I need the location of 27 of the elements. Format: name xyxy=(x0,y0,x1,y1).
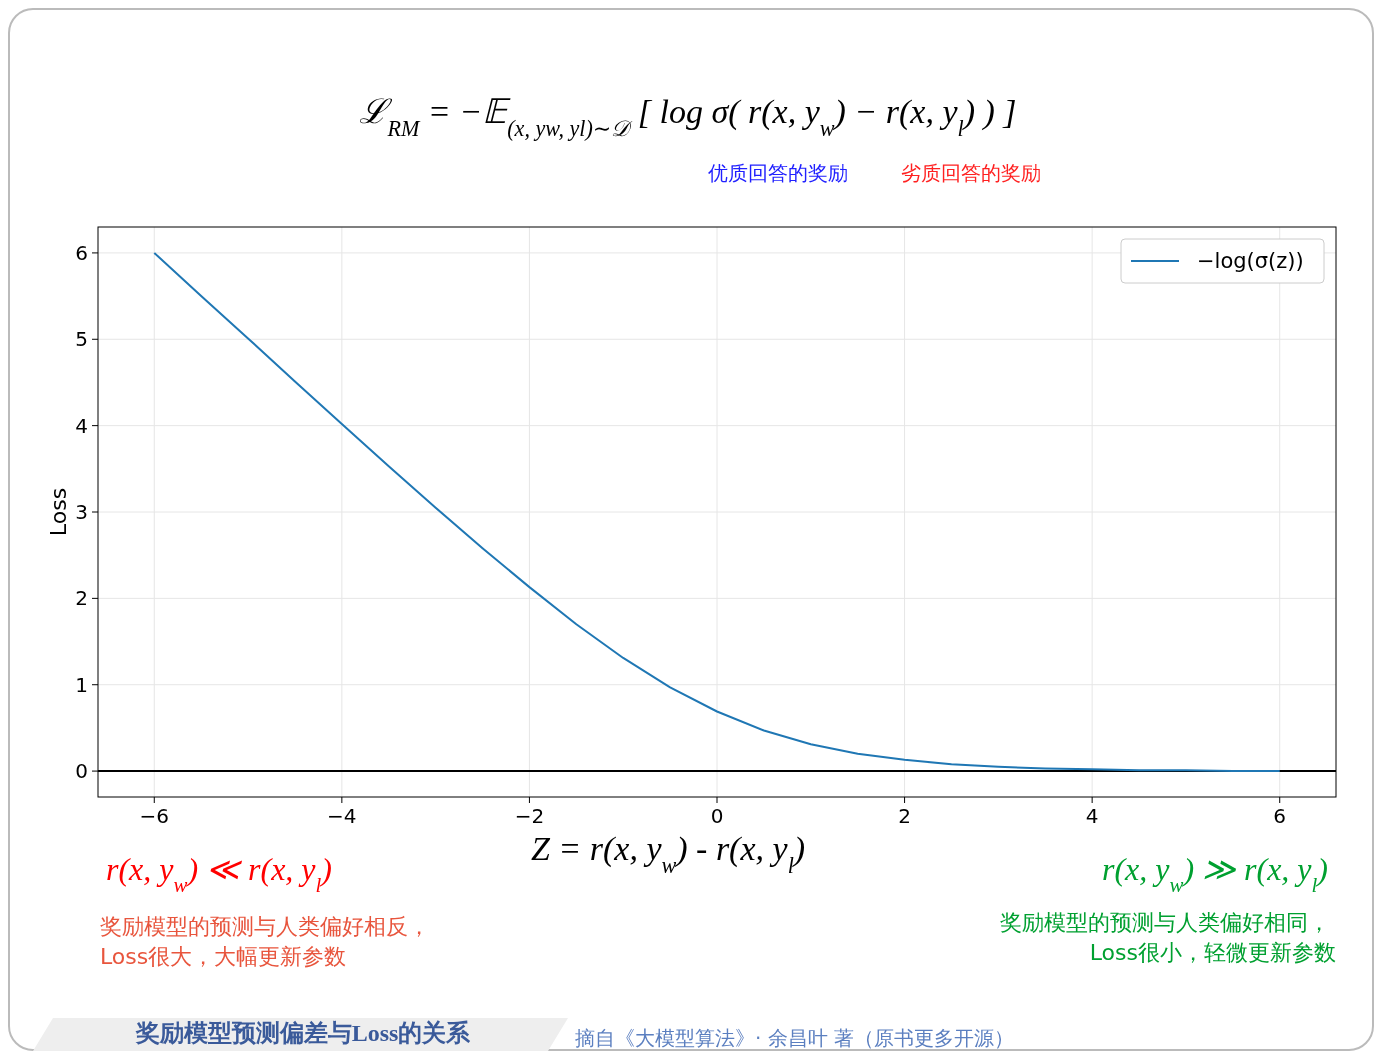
x-axis-title: Z = r(x, y$_{w}$) - r(x, y$_{l}$) xyxy=(530,830,806,878)
y-tick-label: 1 xyxy=(75,672,88,697)
text: 奖励模型预测偏差与Loss的关系 xyxy=(134,1020,472,1046)
y-axis-title: Loss xyxy=(46,487,71,537)
x-tick-label: −4 xyxy=(327,804,357,828)
x-tick-label: −2 xyxy=(514,804,545,828)
text: 奖励模型的预测与人类偏好相同， xyxy=(1000,910,1330,935)
text: r(x, y$_{w}$) ≫ r(x, y$_{l}$) xyxy=(1102,851,1328,896)
text: 摘自《大模型算法》· 余昌叶 著（原书更多开源） xyxy=(575,1026,1015,1050)
x-tick-label: 0 xyxy=(710,804,724,828)
text: 奖励模型的预测与人类偏好相反， xyxy=(100,914,430,939)
text: 优质回答的奖励 xyxy=(708,161,848,185)
x-tick-label: 4 xyxy=(1085,804,1099,828)
text: r(x, y$_{w}$) ≪ r(x, y$_{l}$) xyxy=(106,851,332,896)
text: Loss很大，大幅更新参数 xyxy=(100,944,347,969)
y-tick-label: 4 xyxy=(75,413,88,438)
y-tick-label: 0 xyxy=(75,759,88,784)
y-tick-label: 3 xyxy=(75,500,88,524)
x-tick-label: −6 xyxy=(139,804,170,828)
y-tick-label: 5 xyxy=(75,327,88,352)
x-tick-label: 2 xyxy=(898,804,911,828)
x-tick-label: 6 xyxy=(1273,804,1287,828)
legend-label: −log(σ(z)) xyxy=(1197,249,1304,273)
y-tick-label: 2 xyxy=(75,586,88,611)
text: 劣质回答的奖励 xyxy=(901,161,1041,185)
y-tick-label: 6 xyxy=(75,240,88,265)
text: Loss很小，轻微更新参数 xyxy=(1089,940,1336,965)
